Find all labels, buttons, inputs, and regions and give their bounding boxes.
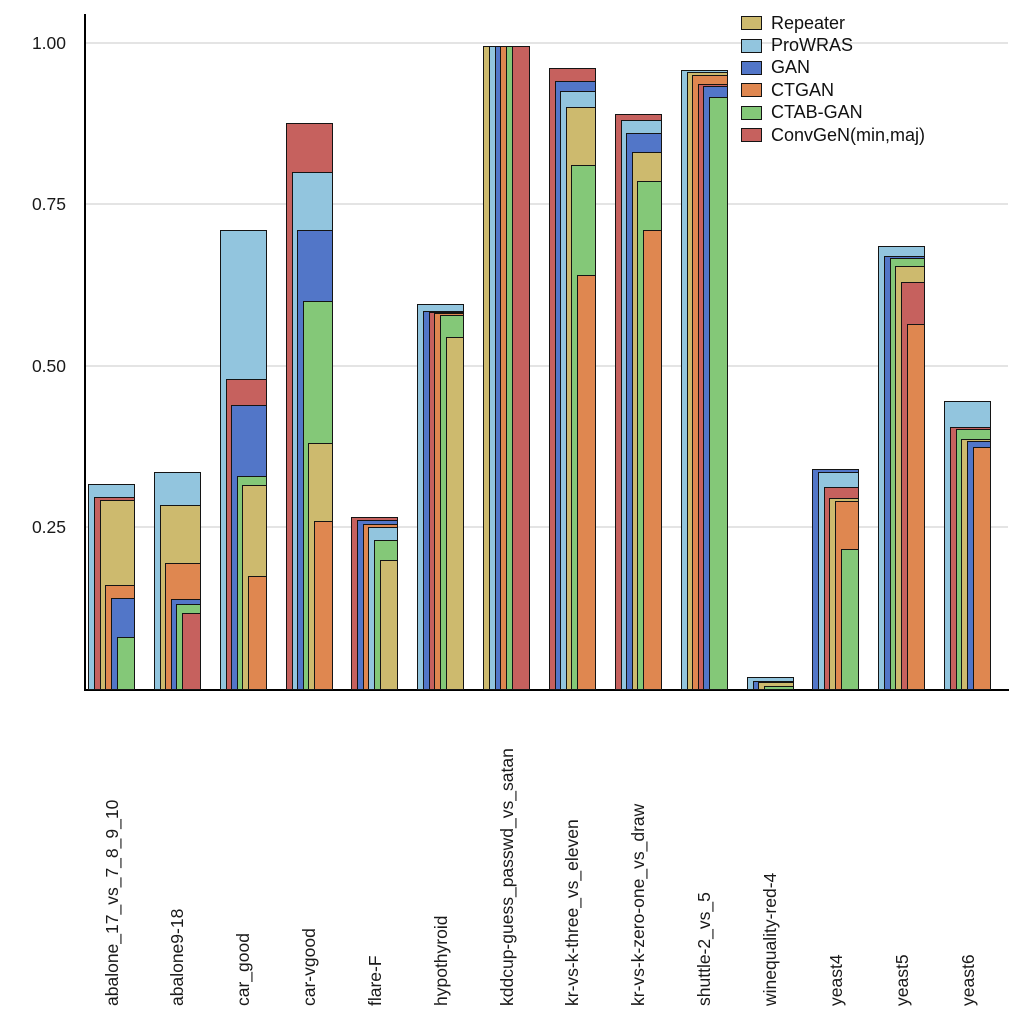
bar (379, 559, 399, 690)
x-category-label: car_good (233, 933, 254, 1006)
x-category-label: yeast5 (891, 954, 912, 1006)
y-axis-left-spine (84, 14, 86, 691)
bar (840, 548, 860, 690)
legend-item: CTAB-GAN (741, 102, 925, 124)
y-tick-label: 0.50 (31, 355, 66, 376)
legend-swatch (741, 38, 762, 53)
y-gridline (85, 526, 1008, 529)
x-category-label: car-vgood (299, 928, 320, 1006)
legend-label: GAN (771, 57, 811, 78)
legend-swatch (741, 60, 762, 75)
y-tick-label: 0.75 (31, 194, 66, 215)
bar (577, 275, 596, 690)
legend-label: CTAB-GAN (771, 102, 863, 123)
x-category-label: yeast6 (957, 954, 978, 1006)
legend-swatch (741, 16, 762, 31)
legend-item: ProWRAS (741, 34, 925, 56)
x-category-label: shuttle-2_vs_5 (694, 892, 715, 1006)
legend-label: ConvGeN(min,maj) (771, 124, 926, 145)
bar (314, 520, 333, 690)
legend-label: CTGAN (771, 79, 834, 100)
bar (709, 97, 728, 690)
legend: Repeater ProWRAS GAN CTGAN CTAB-GAN ConvGeN(m… (741, 12, 925, 146)
legend-item: GAN (741, 57, 925, 79)
legend-label: Repeater (771, 12, 846, 33)
x-category-label: kr-vs-k-zero-one_vs_draw (628, 803, 649, 1006)
legend-label: ProWRAS (771, 35, 854, 56)
y-tick-label: 1.00 (31, 32, 66, 53)
x-category-label: abalone9-18 (167, 908, 188, 1006)
bar (511, 45, 531, 690)
x-category-label: kddcup-guess_passwd_vs_satan (496, 748, 517, 1006)
legend-item: ConvGeN(min,maj) (741, 124, 925, 146)
x-category-label: abalone_17_vs_7_8_9_10 (101, 799, 122, 1006)
legend-item: Repeater (741, 12, 925, 34)
bar (248, 575, 267, 690)
legend-swatch (741, 105, 762, 120)
y-gridline (85, 203, 1008, 206)
x-category-label: winequality-red-4 (760, 872, 780, 1006)
x-category-label: yeast4 (825, 954, 846, 1006)
y-tick-label: 0.25 (31, 517, 66, 538)
legend-swatch (741, 128, 762, 143)
legend-item: CTGAN (741, 79, 925, 101)
x-category-label: kr-vs-k-three_vs_eleven (562, 819, 583, 1006)
x-axis-bottom-spine (84, 689, 1009, 691)
bar (643, 229, 662, 690)
bar (445, 336, 465, 690)
y-gridline (85, 41, 1008, 44)
bar (972, 447, 992, 690)
bar (182, 613, 201, 690)
y-gridline (85, 364, 1008, 367)
x-category-label: flare-F (364, 955, 385, 1006)
bar (906, 323, 926, 690)
x-category-label: hypothyroid (430, 915, 451, 1006)
bar (763, 686, 794, 690)
bar (116, 637, 135, 690)
legend-swatch (741, 83, 762, 98)
